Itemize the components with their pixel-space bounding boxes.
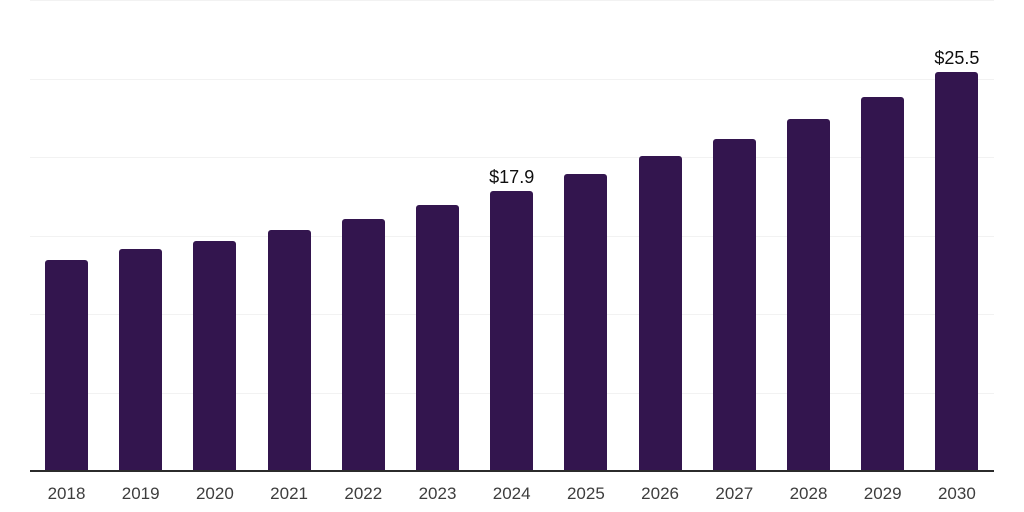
x-tick-label-2023: 2023 — [418, 484, 457, 503]
plot-area: $17.9 $25.5 — [30, 0, 994, 472]
x-tick-label-2029: 2029 — [863, 484, 902, 503]
bar-2020 — [193, 241, 237, 472]
x-tick-label-2021: 2021 — [270, 484, 309, 503]
bar-2021 — [267, 230, 311, 472]
x-tick-label-2024: 2024 — [492, 484, 531, 503]
x-tick-label-2026: 2026 — [641, 484, 680, 503]
bar-2025 — [564, 174, 608, 472]
x-tick-label-2020: 2020 — [195, 484, 234, 503]
data-label-2030: $25.5 — [934, 48, 980, 68]
x-tick-label-2025: 2025 — [566, 484, 605, 503]
bar-2018 — [45, 260, 88, 472]
x-tick-label-2019: 2019 — [121, 484, 160, 503]
bar-2030 — [935, 72, 979, 472]
x-axis-line — [30, 470, 994, 472]
x-tick-label-2018: 2018 — [47, 484, 86, 503]
gridline-20 — [30, 157, 994, 158]
bar-2023 — [416, 205, 459, 472]
bar-2026 — [638, 156, 682, 472]
bar-2027 — [712, 139, 756, 472]
bar-2024 — [490, 191, 534, 472]
x-tick-label-2027: 2027 — [715, 484, 754, 503]
data-label-2024: $17.9 — [489, 167, 535, 187]
bar-2022 — [341, 219, 385, 472]
x-tick-label-2030: 2030 — [937, 484, 976, 503]
gridline-25 — [30, 78, 994, 80]
x-tick-label-2028: 2028 — [789, 484, 828, 503]
bar-2019 — [119, 249, 163, 472]
gridline-30 — [30, 0, 994, 1]
bar-2029 — [861, 97, 905, 472]
x-tick-label-2022: 2022 — [344, 484, 383, 503]
bar-2028 — [787, 119, 830, 472]
